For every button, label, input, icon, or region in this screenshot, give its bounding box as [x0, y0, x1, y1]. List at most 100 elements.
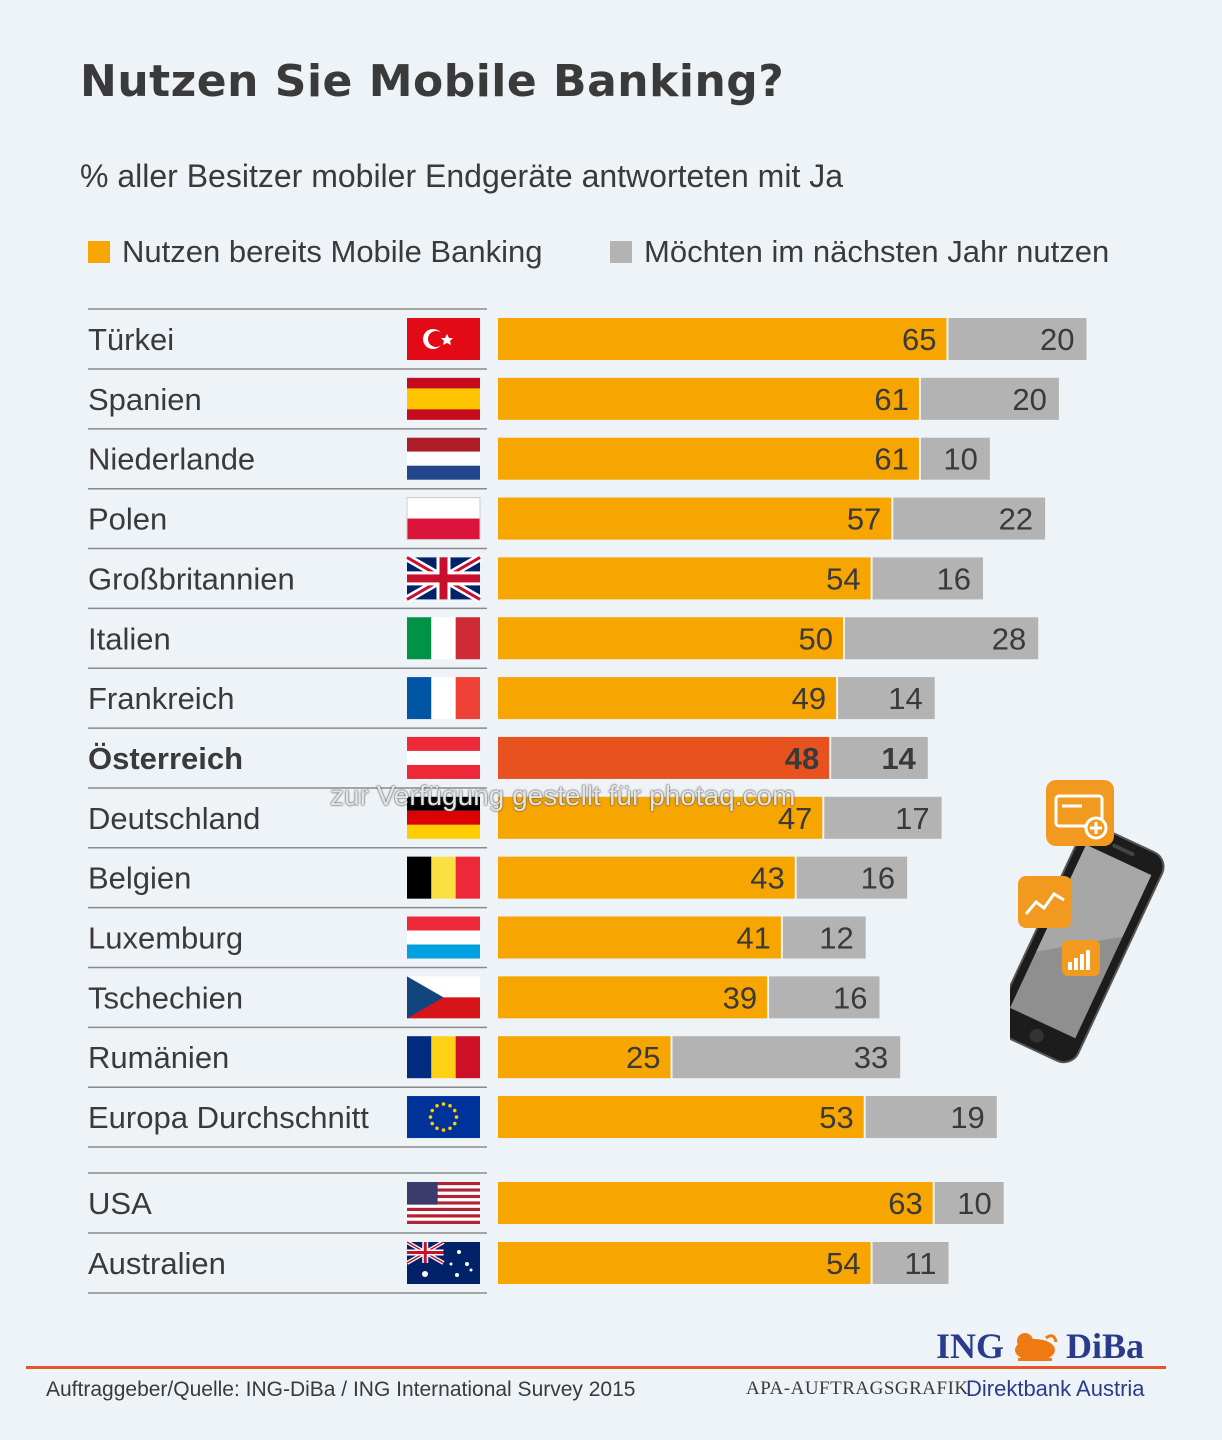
bar-row-1: Spanien 61 20 — [88, 377, 1059, 430]
germany-flag-icon — [407, 796, 480, 839]
chart-subtitle: % aller Besitzer mobiler Endgeräte antwo… — [80, 158, 844, 194]
category-label: Polen — [88, 502, 167, 537]
bar-series-2 — [845, 617, 1039, 660]
legend-swatch-gray — [610, 241, 632, 263]
category-label: Österreich — [88, 741, 243, 776]
watermark: zur Verfügung gestellt für photaq.com — [330, 780, 796, 811]
value-label-series-2: 28 — [992, 621, 1026, 656]
bar-row-15: Australien 54 11 — [88, 1240, 949, 1294]
value-label-series-1: 63 — [888, 1186, 922, 1221]
value-label-series-1: 41 — [736, 921, 770, 956]
bar-series-2 — [831, 736, 928, 779]
value-label-series-2: 10 — [957, 1186, 991, 1221]
brand-right: DiBa — [1066, 1326, 1145, 1366]
category-label: Australien — [88, 1246, 226, 1281]
source-note: Auftraggeber/Quelle: ING-DiBa / ING Inte… — [46, 1378, 636, 1401]
value-label-series-2: 20 — [1040, 322, 1074, 357]
bar-series-2 — [872, 557, 983, 600]
lion-icon — [1015, 1333, 1058, 1361]
bar-series-1 — [498, 1096, 864, 1139]
card-plus-icon — [1046, 780, 1114, 846]
bar-series-2 — [824, 796, 942, 839]
austria-flag-icon — [407, 736, 480, 779]
bar-series-1 — [498, 976, 768, 1019]
bar-series-2 — [672, 1036, 901, 1079]
category-label: Tschechien — [88, 980, 243, 1015]
bar-series-2 — [769, 976, 880, 1019]
legend-item-series-1: Nutzen bereits Mobile Banking — [88, 232, 542, 272]
signal-bars-icon — [1062, 940, 1100, 976]
brand-left: ING — [936, 1326, 1005, 1366]
value-label-series-1: 54 — [826, 561, 860, 596]
bar-series-1 — [498, 1182, 933, 1224]
value-label-series-2: 11 — [904, 1246, 936, 1281]
italy-flag-icon — [407, 617, 480, 660]
bar-series-1 — [498, 557, 871, 600]
category-label: Spanien — [88, 382, 202, 417]
value-label-series-2: 16 — [833, 980, 867, 1015]
bar-series-2 — [796, 856, 908, 899]
bar-row-8: Deutschland 47 17 — [88, 796, 942, 849]
poland-flag-icon — [406, 497, 481, 541]
bar-row-6: Frankreich 49 14 — [88, 677, 935, 729]
legend-label-series-1: Nutzen bereits Mobile Banking — [122, 234, 543, 269]
value-label-series-2: 33 — [854, 1040, 888, 1075]
romania-flag-icon — [407, 1036, 480, 1079]
bar-series-1 — [498, 856, 795, 899]
value-label-series-1: 61 — [874, 382, 908, 417]
bar-series-1 — [498, 377, 919, 420]
bar-series-2 — [920, 377, 1059, 420]
bar-series-1 — [498, 736, 830, 779]
netherlands-flag-icon — [407, 437, 480, 480]
value-label-series-1: 25 — [626, 1040, 660, 1075]
category-label: USA — [88, 1186, 152, 1221]
ing-diba-logo: ING DiBa — [936, 1324, 1144, 1368]
eu-flag-icon — [407, 1096, 480, 1139]
bar-row-5: Italien 50 28 — [88, 617, 1039, 669]
uk-flag-icon — [405, 553, 482, 603]
brand-subtitle: Direktbank Austria — [966, 1376, 1145, 1401]
bar-series-1 — [498, 1242, 871, 1284]
bar-series-1 — [498, 677, 837, 720]
category-label: Niederlande — [88, 442, 255, 477]
bar-row-13: Europa Durchschnitt 53 19 — [88, 1096, 997, 1148]
category-label: Großbritannien — [88, 561, 295, 596]
bar-series-1 — [498, 1036, 671, 1079]
bar-row-7: Österreich 48 14 — [88, 736, 928, 789]
category-label: Italien — [88, 621, 171, 656]
value-label-series-2: 12 — [819, 921, 853, 956]
bar-row-10: Luxemburg 41 12 — [88, 916, 866, 969]
usa-flag-icon — [407, 1182, 480, 1224]
category-label: Belgien — [88, 861, 191, 896]
value-label-series-2: 14 — [881, 741, 916, 776]
bar-row-14: USA 63 10 — [88, 1182, 1004, 1234]
luxembourg-flag-icon — [407, 916, 480, 959]
value-label-series-1: 49 — [792, 681, 826, 716]
value-label-series-2: 14 — [888, 681, 922, 716]
value-label-series-1: 39 — [723, 980, 757, 1015]
value-label-series-2: 10 — [943, 442, 977, 477]
value-label-series-1: 53 — [819, 1100, 853, 1135]
apa-label: APA-AUFTRAGSGRAFIK — [746, 1378, 969, 1399]
value-label-series-2: 16 — [937, 561, 971, 596]
bar-series-1 — [498, 497, 892, 540]
bar-row-9: Belgien 43 16 — [88, 856, 908, 909]
category-label: Luxemburg — [88, 921, 243, 956]
bar-row-0: Türkei 65 20 — [88, 318, 1087, 370]
legend-label-series-2: Möchten im nächsten Jahr nutzen — [644, 234, 1110, 269]
value-label-series-1: 61 — [874, 442, 908, 477]
chart-title: Nutzen Sie Mobile Banking? — [80, 56, 785, 107]
smartphone-illustration — [1010, 780, 1165, 1064]
turkey-flag-icon — [407, 318, 480, 360]
bar-series-2 — [948, 318, 1087, 360]
bar-series-2 — [920, 437, 990, 480]
bar-series-1 — [498, 437, 919, 480]
bar-series-2 — [934, 1182, 1004, 1224]
category-label: Deutschland — [88, 801, 260, 836]
footer-rule — [26, 1366, 1166, 1369]
value-label-series-2: 16 — [861, 861, 895, 896]
bar-row-4: Großbritannien 54 16 — [88, 553, 983, 610]
bar-series-2 — [893, 497, 1046, 540]
france-flag-icon — [407, 677, 480, 720]
bar-series-1 — [498, 318, 947, 360]
